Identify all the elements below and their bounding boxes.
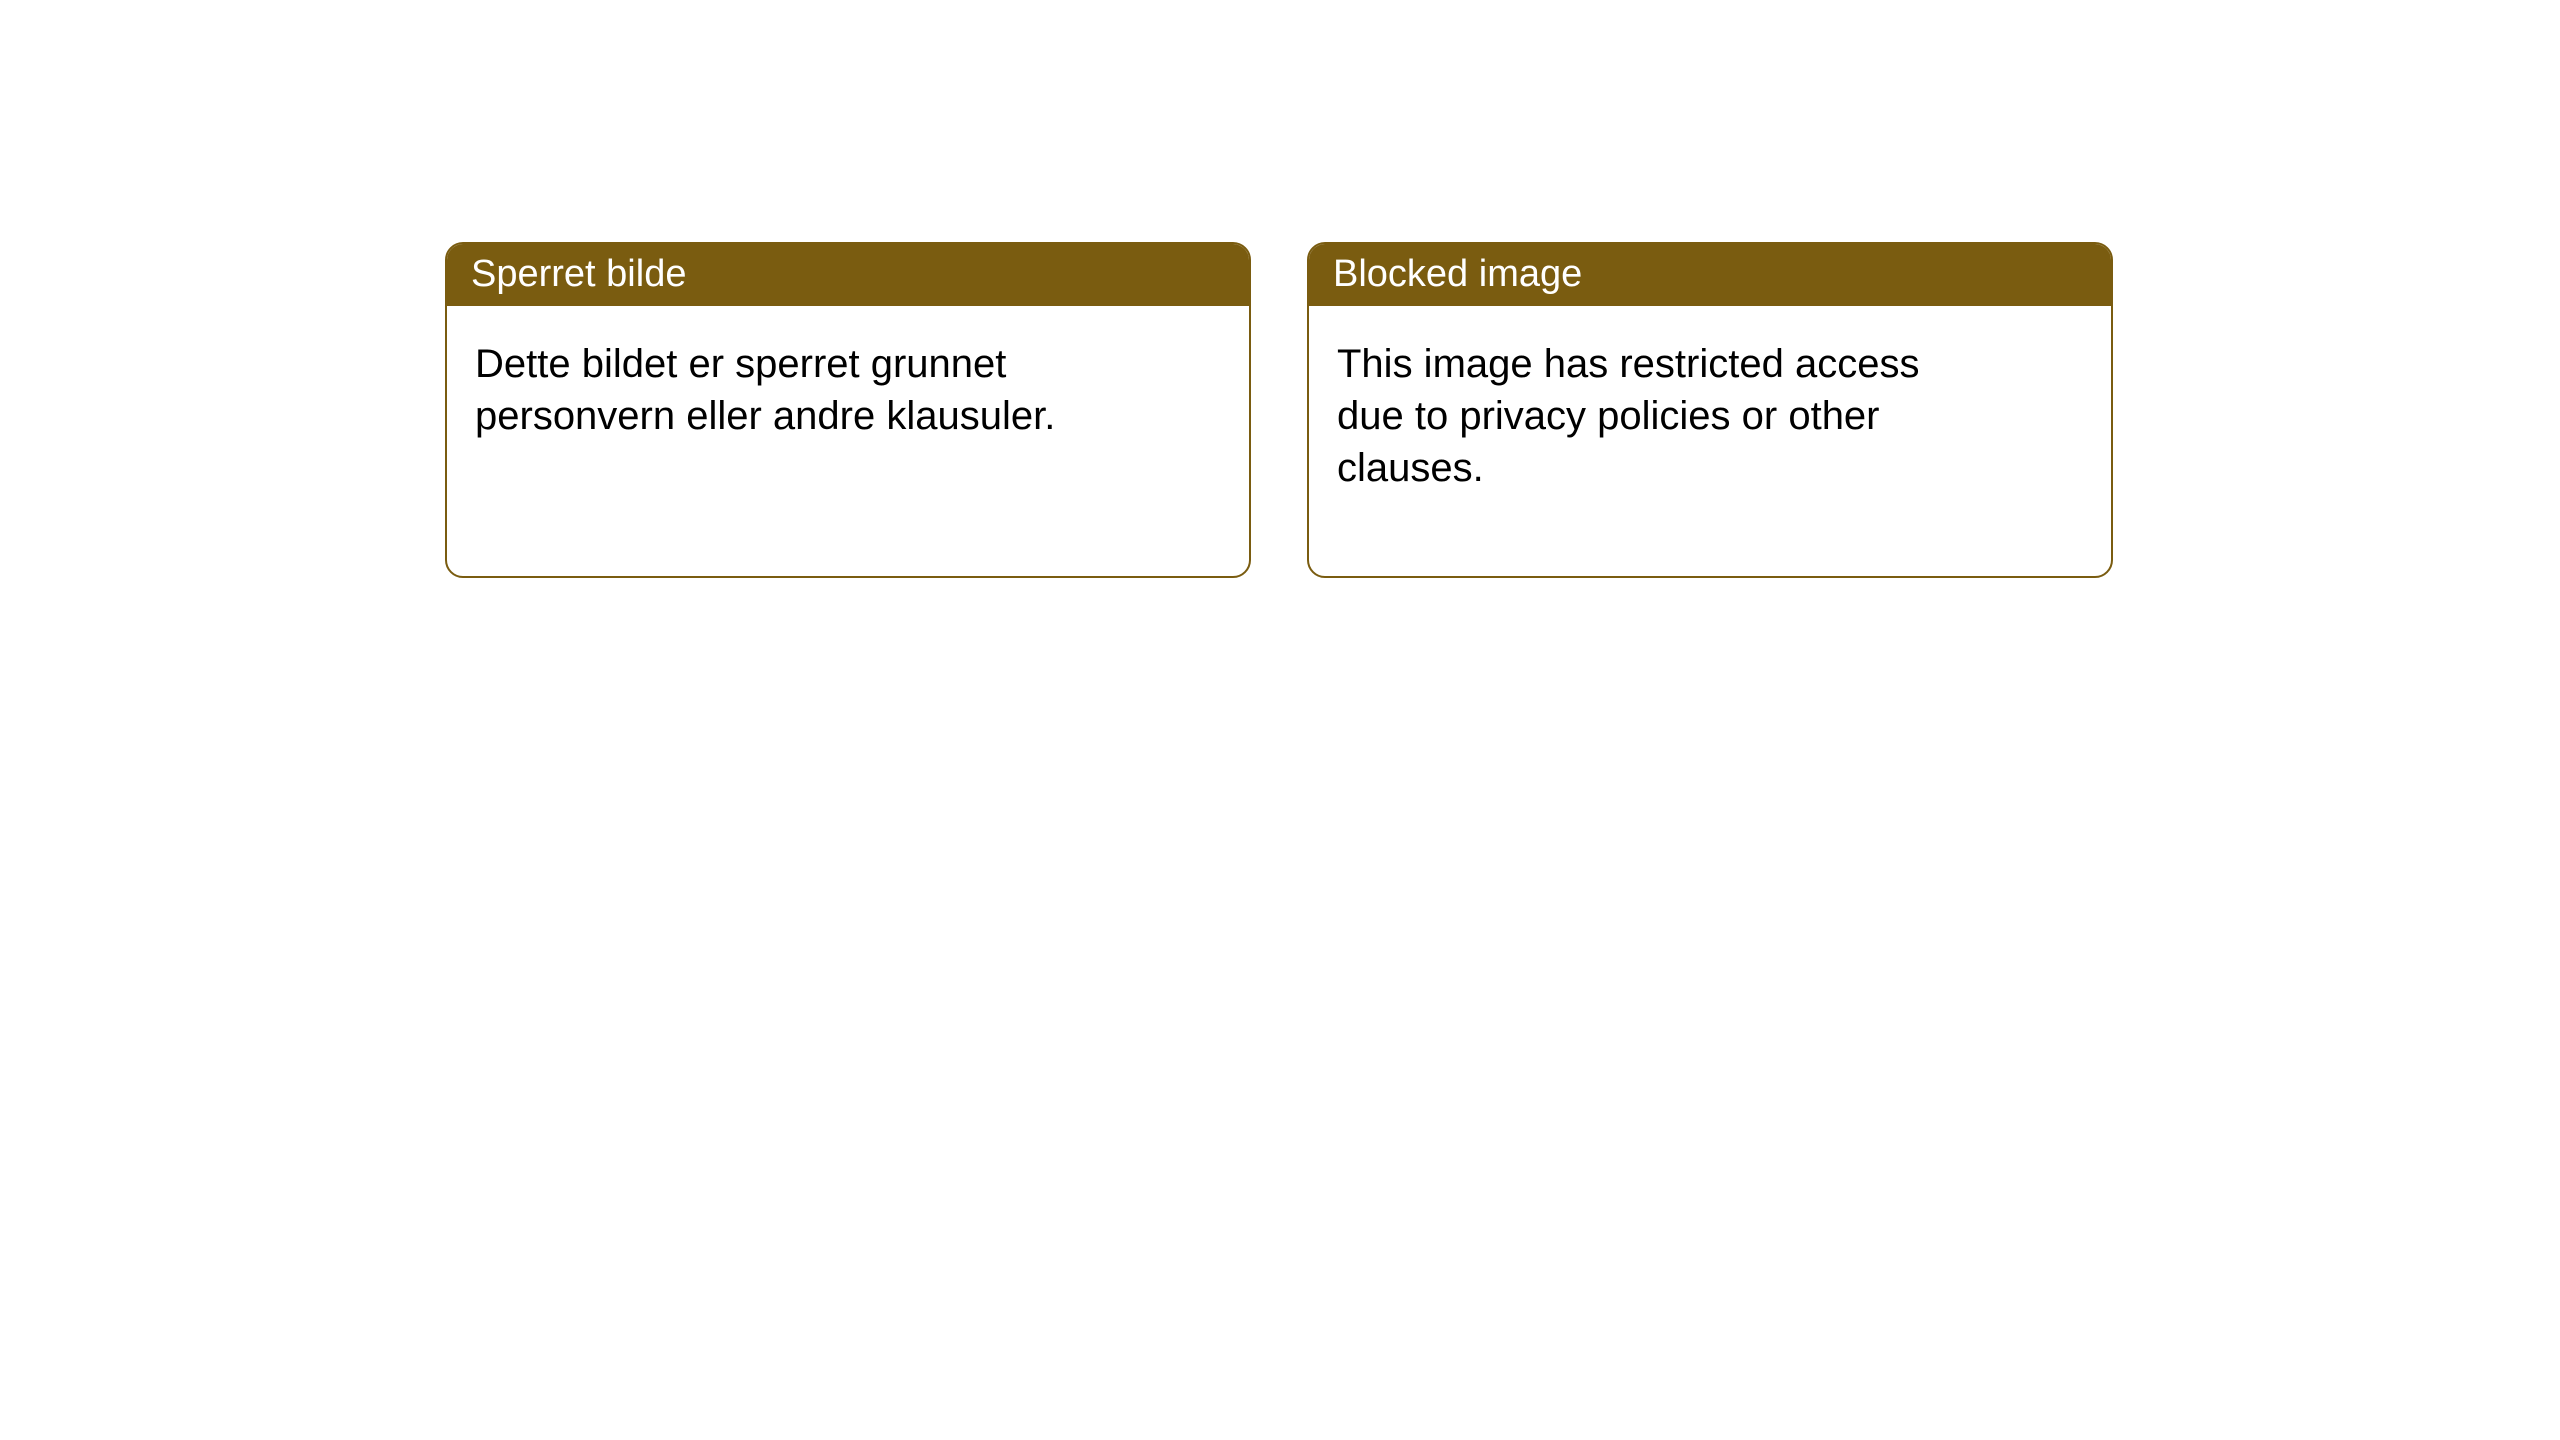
card-title: Blocked image bbox=[1333, 253, 1582, 295]
card-body-text: Dette bildet er sperret grunnet personve… bbox=[475, 338, 1115, 442]
blocked-image-card-no: Sperret bilde Dette bildet er sperret gr… bbox=[445, 242, 1251, 578]
card-body-text: This image has restricted access due to … bbox=[1337, 338, 1977, 494]
card-header: Blocked image bbox=[1309, 244, 2111, 306]
blocked-image-card-en: Blocked image This image has restricted … bbox=[1307, 242, 2113, 578]
card-header: Sperret bilde bbox=[447, 244, 1249, 306]
card-body: Dette bildet er sperret grunnet personve… bbox=[447, 306, 1249, 474]
card-body: This image has restricted access due to … bbox=[1309, 306, 2111, 526]
notice-container: Sperret bilde Dette bildet er sperret gr… bbox=[0, 0, 2560, 578]
card-title: Sperret bilde bbox=[471, 253, 686, 295]
